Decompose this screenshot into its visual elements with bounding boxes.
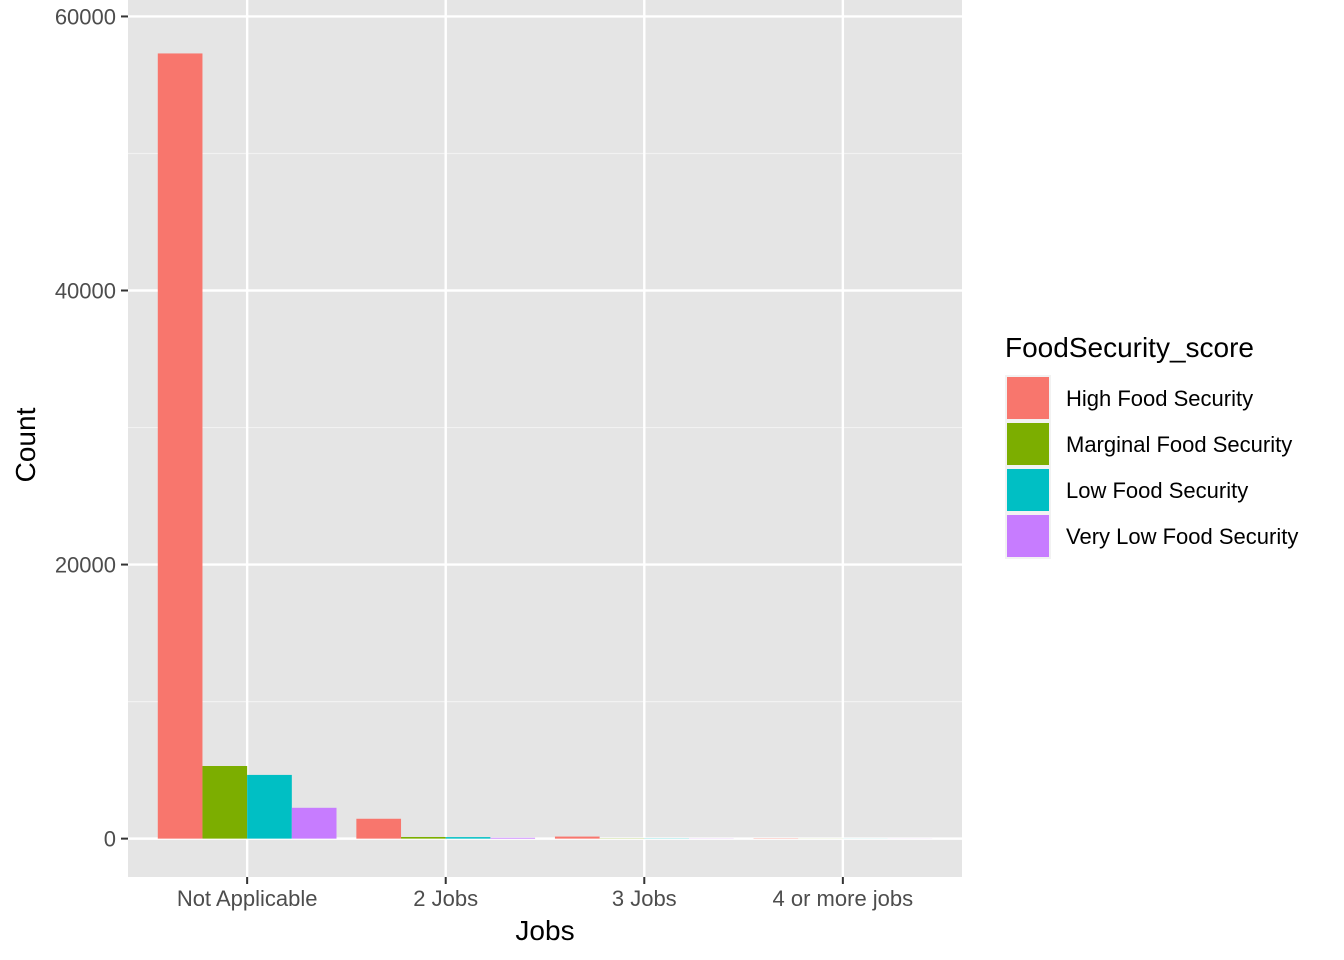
legend: FoodSecurity_score High Food Security Mar…: [1005, 332, 1298, 559]
legend-title: FoodSecurity_score: [1005, 332, 1254, 363]
x-tick-label: Not Applicable: [177, 886, 318, 911]
bar: [291, 807, 337, 839]
y-axis: 0 20000 40000 60000: [55, 4, 128, 852]
x-tick-label: 2 Jobs: [413, 886, 478, 911]
y-tick-label: 60000: [55, 4, 116, 29]
bar: [356, 818, 402, 839]
panel-background: [128, 0, 962, 877]
x-tick-label: 4 or more jobs: [773, 886, 914, 911]
bar: [401, 836, 446, 839]
y-tick-label: 20000: [55, 553, 116, 578]
bar: [202, 766, 248, 839]
x-axis: Not Applicable 2 Jobs 3 Jobs 4 or more jobs: [177, 877, 913, 911]
bar: [554, 836, 600, 839]
bar: [445, 837, 491, 839]
legend-swatch: [1007, 515, 1049, 557]
x-tick-label: 3 Jobs: [612, 886, 677, 911]
legend-label: Low Food Security: [1066, 478, 1248, 503]
bars: [157, 53, 933, 839]
bar: [247, 774, 292, 839]
legend-label: High Food Security: [1066, 386, 1253, 411]
x-axis-title: Jobs: [515, 915, 574, 946]
minor-gridlines: [128, 152, 962, 703]
y-tick-label: 40000: [55, 279, 116, 304]
legend-label: Very Low Food Security: [1066, 524, 1298, 549]
legend-swatch: [1007, 423, 1049, 465]
bar: [157, 53, 203, 839]
y-tick-label: 0: [104, 827, 116, 852]
y-axis-title: Count: [10, 407, 41, 482]
bar: [490, 837, 536, 839]
legend-swatch: [1007, 377, 1049, 419]
legend-swatch: [1007, 469, 1049, 511]
legend-label: Marginal Food Security: [1066, 432, 1292, 457]
